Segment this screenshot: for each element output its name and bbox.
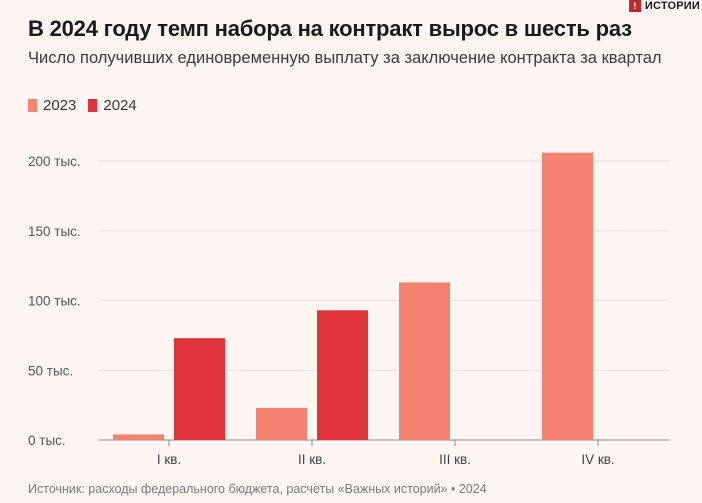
legend-item-2024: 2024 (88, 97, 137, 114)
bar-2023 (542, 152, 593, 440)
y-tick-label: 50 тыс. (28, 363, 73, 378)
x-tick-label: IV кв. (581, 452, 614, 467)
legend-swatch-2024 (88, 99, 98, 112)
legend-label-2023: 2023 (43, 97, 77, 114)
y-tick-label: 100 тыс. (28, 294, 81, 309)
legend-label-2024: 2024 (103, 97, 137, 114)
source-note: Источник: расходы федерального бюджета, … (28, 482, 487, 496)
bar-2024 (174, 338, 225, 440)
y-tick-label: 150 тыс. (28, 224, 81, 239)
brand-mark-icon: ! (628, 0, 641, 12)
legend-item-2023: 2023 (28, 97, 76, 114)
bar-2023 (399, 282, 450, 440)
y-tick-label: 200 тыс. (28, 154, 81, 169)
bar-2023 (256, 407, 307, 440)
x-tick-label: I кв. (157, 452, 181, 467)
brand-name: ИСТОРИИ (644, 0, 700, 12)
y-tick-label: 0 тыс. (28, 433, 66, 448)
chart-title: В 2024 году темп набора на контракт выро… (28, 16, 632, 41)
bar-2023 (113, 434, 164, 440)
chart-subtitle: Число получивших единовременную выплату … (28, 49, 662, 67)
bar-2024 (317, 310, 368, 440)
legend-swatch-2023 (28, 99, 37, 112)
x-tick-label: III кв. (439, 452, 471, 467)
brand-logo: ! ИСТОРИИ (628, 0, 702, 12)
legend: 2023 2024 (28, 97, 137, 114)
x-tick-label: II кв. (298, 452, 326, 467)
